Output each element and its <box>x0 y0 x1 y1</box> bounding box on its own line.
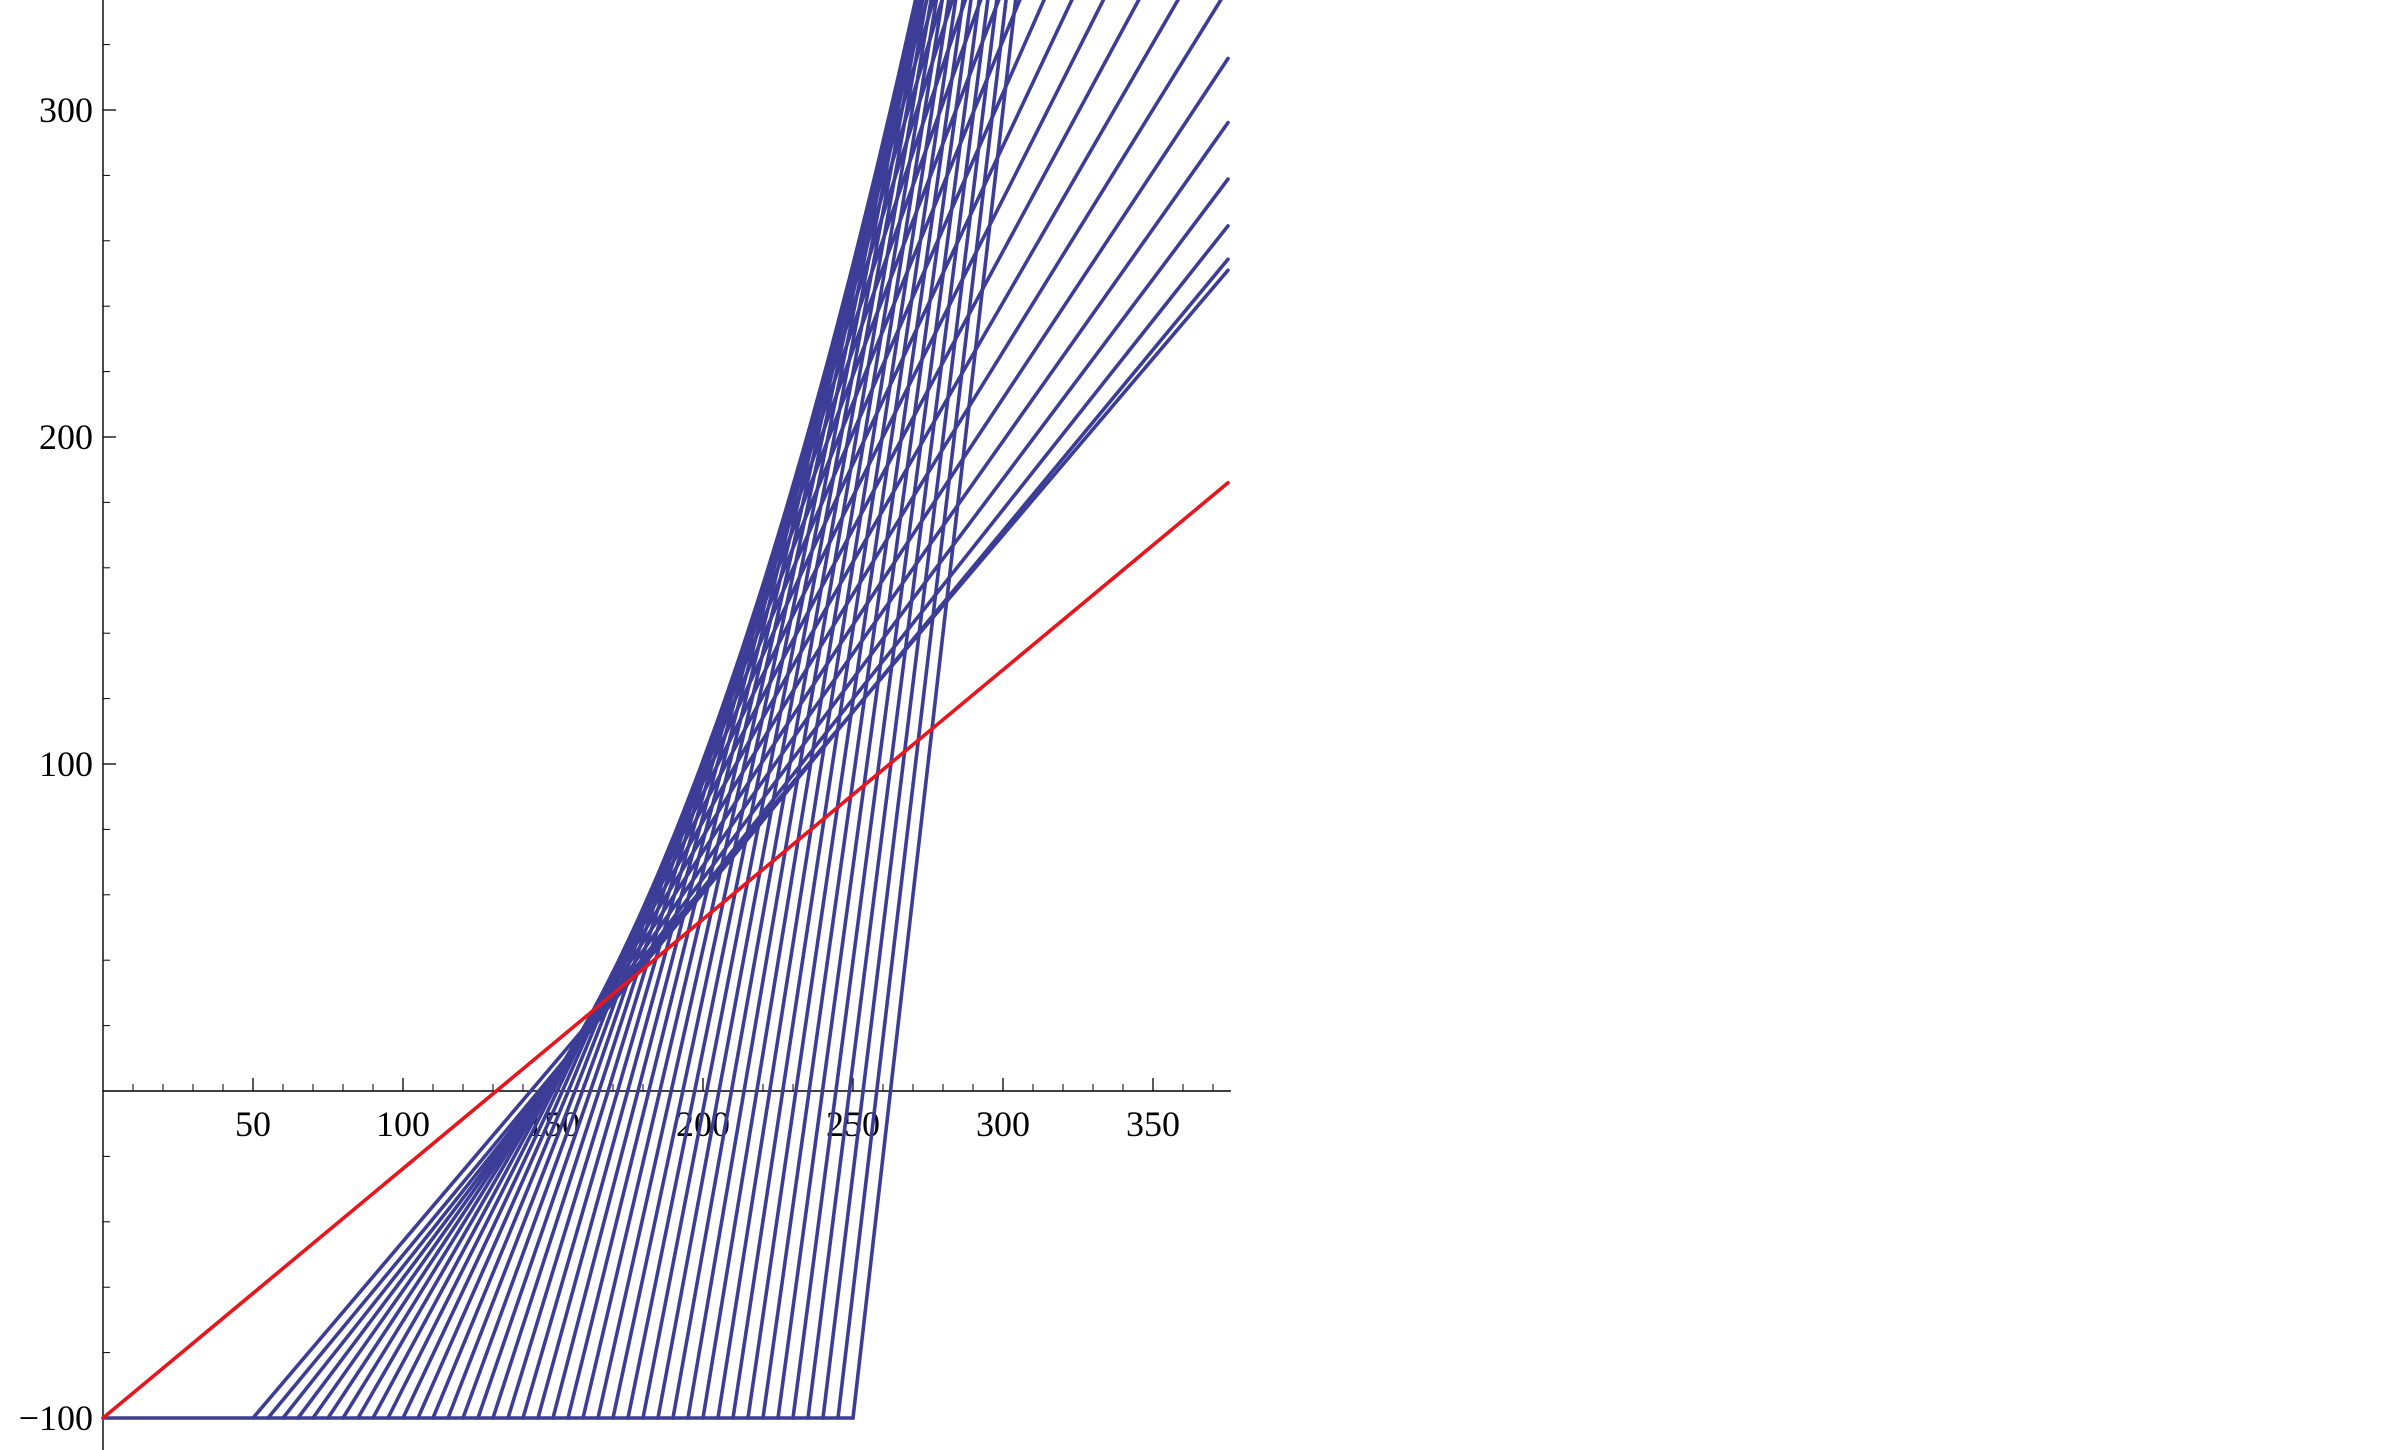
blue-line <box>641 0 922 1420</box>
blue-line <box>281 224 1230 1420</box>
blue-line <box>791 0 981 1420</box>
y-tick-label: 100 <box>39 744 93 784</box>
blue-line <box>686 0 933 1420</box>
axes <box>102 0 1231 1450</box>
blue-line <box>806 0 990 1420</box>
blue-line <box>596 0 918 1420</box>
blue-line <box>746 0 958 1420</box>
blue-line <box>611 0 918 1420</box>
blue-line <box>716 0 945 1420</box>
blue-line <box>326 56 1230 1420</box>
y-tick-label: 300 <box>39 90 93 130</box>
x-tick-label: 50 <box>235 1104 271 1144</box>
y-tick-label: −100 <box>19 1398 93 1438</box>
blue-line <box>701 0 939 1420</box>
blue-line <box>776 0 973 1420</box>
x-tick-label: 100 <box>376 1104 430 1144</box>
x-tick-label: 300 <box>976 1104 1030 1144</box>
blue-line <box>851 0 1018 1420</box>
blue-line <box>671 0 929 1420</box>
series-lines <box>101 0 1230 1420</box>
blue-line <box>371 0 1141 1420</box>
blue-line <box>626 0 919 1420</box>
blue-line <box>656 0 925 1420</box>
blue-line <box>836 0 1008 1420</box>
blue-line <box>251 268 1230 1420</box>
blue-line <box>821 0 999 1420</box>
red-line <box>101 480 1230 1420</box>
blue-line <box>341 0 1223 1420</box>
x-tick-label: 350 <box>1126 1104 1180 1144</box>
blue-line <box>356 0 1181 1420</box>
blue-line <box>761 0 965 1420</box>
blue-line <box>731 0 951 1420</box>
blue-line <box>266 257 1230 1420</box>
y-tick-label: 200 <box>39 417 93 457</box>
